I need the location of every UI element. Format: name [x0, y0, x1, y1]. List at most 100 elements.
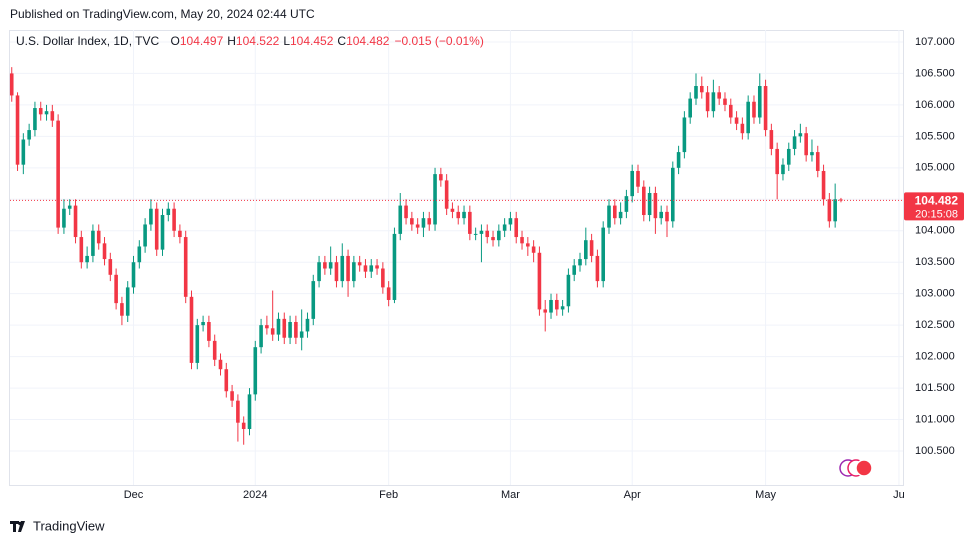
candle-body	[381, 268, 385, 288]
candle-body	[305, 318, 310, 332]
candle-body	[508, 218, 513, 225]
candle-body	[694, 86, 698, 99]
candle-body	[705, 92, 710, 112]
candle-body	[143, 224, 147, 247]
candle-body	[386, 287, 391, 300]
candle-body	[410, 218, 414, 225]
candle-body	[839, 199, 843, 201]
y-tick-label: 102.000	[915, 351, 955, 363]
candle-body	[723, 98, 727, 105]
candle-body	[601, 227, 606, 282]
candle-body	[352, 262, 356, 282]
candle-body	[172, 208, 176, 231]
candle-body	[415, 224, 420, 228]
candle-body	[340, 255, 345, 282]
candle-body	[728, 104, 733, 118]
published-note: Published on TradingView.com, May 20, 20…	[10, 7, 315, 21]
last-price-label: 104.482	[915, 194, 959, 208]
y-tick-label: 103.000	[915, 288, 955, 300]
candle-body	[276, 318, 281, 335]
candle-body	[91, 230, 95, 256]
candle-body	[752, 101, 756, 118]
candle-body	[294, 322, 298, 338]
logo	[10, 521, 25, 532]
candle-body	[421, 218, 426, 228]
candle-body	[647, 192, 652, 216]
candle-body	[253, 347, 258, 395]
candle-body	[9, 73, 14, 96]
candle-body	[114, 274, 118, 304]
candle-body	[125, 287, 130, 316]
last-price-badge	[904, 192, 964, 221]
candle-body	[630, 170, 634, 197]
candle-body	[33, 108, 37, 131]
candle-body	[38, 108, 43, 115]
candle-body	[259, 325, 263, 348]
candle-body	[682, 117, 687, 153]
candle-body	[166, 208, 171, 216]
y-tick-label: 101.000	[915, 413, 955, 425]
candle-body	[375, 265, 379, 269]
candle-body	[299, 331, 304, 338]
ohlc-letter: C	[337, 34, 346, 48]
candle-body	[392, 233, 397, 300]
y-tick-label: 107.000	[915, 36, 955, 48]
candle-body	[178, 230, 182, 238]
candle-body	[427, 218, 432, 225]
ohlc-letter: O	[171, 34, 180, 48]
candle-body	[311, 281, 316, 319]
candle-body	[491, 237, 495, 241]
candle-body	[212, 340, 217, 360]
ohlc-value: 104.482	[346, 34, 390, 48]
ohlc-value: 104.522	[236, 34, 280, 48]
candle-body	[543, 309, 548, 313]
y-tick-label: 101.500	[915, 382, 955, 394]
candle-body	[549, 299, 553, 313]
candle-body	[160, 215, 165, 250]
candle-body	[369, 265, 374, 272]
candle-body	[763, 86, 768, 131]
candle-body	[154, 208, 159, 250]
candle-body	[323, 262, 327, 269]
candle-body	[456, 211, 461, 219]
candle-body	[555, 299, 559, 310]
y-tick-label: 106.500	[915, 67, 955, 79]
ohlc-letter: L	[283, 34, 290, 48]
event-icons	[839, 459, 873, 477]
candle-body	[288, 322, 292, 338]
y-tick-label: 100.500	[915, 445, 955, 457]
candle-body	[572, 265, 577, 275]
instrument-title: U.S. Dollar Index, 1D, TVC	[16, 34, 159, 48]
x-tick-label: May	[755, 489, 776, 501]
candle-body	[746, 101, 750, 134]
candle-body	[613, 205, 617, 219]
candle-body	[798, 133, 803, 137]
candle-body	[282, 318, 287, 338]
candle-body	[363, 265, 368, 272]
candle-body	[462, 211, 466, 219]
candle-body	[131, 262, 136, 288]
candle-body	[189, 296, 194, 363]
candle-body	[50, 111, 55, 121]
candle-body	[584, 240, 588, 260]
candle-body	[346, 255, 350, 282]
ohlc-value: 104.497	[180, 34, 224, 48]
candle-body	[224, 369, 229, 392]
candle-body	[404, 205, 408, 219]
candle-body	[73, 205, 78, 238]
candle-body	[653, 192, 658, 219]
candle-body	[265, 325, 269, 329]
candle-body	[566, 274, 571, 307]
candle-body	[769, 130, 774, 149]
candle-body	[357, 262, 362, 266]
candle-body	[433, 174, 437, 225]
candle-body	[207, 322, 211, 341]
candle-body	[218, 359, 223, 370]
candle-body	[21, 139, 26, 165]
candle-body	[27, 130, 31, 140]
candle-body	[497, 230, 501, 241]
candles	[9, 67, 903, 445]
candle-body	[804, 133, 808, 156]
x-tick-label: Apr	[624, 489, 641, 501]
y-tick-label: 104.000	[915, 225, 955, 237]
